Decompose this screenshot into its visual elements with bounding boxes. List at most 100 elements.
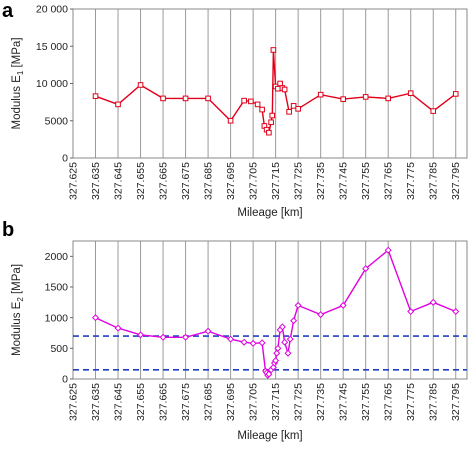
data-point bbox=[284, 349, 292, 357]
x-tick-label: 327.725 bbox=[293, 383, 305, 421]
panel-b-grid bbox=[72, 241, 457, 379]
x-tick-label: 327.645 bbox=[113, 162, 125, 200]
panel-b-reference-lines bbox=[73, 335, 467, 371]
data-point bbox=[241, 97, 247, 104]
y-tick-label: 500 bbox=[50, 343, 68, 355]
x-tick-label: 327.795 bbox=[450, 383, 462, 421]
data-point bbox=[295, 106, 301, 112]
data-point bbox=[274, 344, 282, 352]
x-tick-label: 327.715 bbox=[270, 162, 282, 200]
data-point bbox=[407, 90, 414, 96]
x-tick-label: 327.785 bbox=[428, 162, 440, 200]
data-point bbox=[317, 311, 325, 319]
x-tick-label: 327.725 bbox=[293, 162, 305, 200]
data-point bbox=[270, 47, 277, 53]
data-point bbox=[259, 106, 265, 113]
data-point bbox=[159, 333, 167, 341]
data-point bbox=[286, 335, 294, 343]
data-point bbox=[317, 91, 324, 98]
x-tick-label: 327.675 bbox=[180, 162, 192, 200]
data-point bbox=[430, 108, 437, 114]
data-point bbox=[204, 327, 212, 335]
x-tick-label: 327.635 bbox=[90, 162, 102, 200]
y-tick-label: 1500 bbox=[45, 282, 69, 294]
panel-a-y-ticks: 0 5000 10 000 15 000 20 000 bbox=[36, 4, 73, 165]
data-point bbox=[248, 98, 254, 105]
data-point bbox=[272, 357, 280, 365]
panel-a-letter: a bbox=[2, 0, 14, 22]
x-tick-label: 327.675 bbox=[180, 383, 192, 421]
x-tick-label: 327.735 bbox=[315, 162, 327, 200]
data-point bbox=[290, 103, 297, 109]
y-tick-label: 15 000 bbox=[36, 41, 68, 53]
panel-a-y-axis-label: Modulus E1 [MPa] bbox=[11, 37, 25, 129]
x-tick-label: 327.745 bbox=[338, 162, 350, 200]
panel-b: b 0 500 1000 1500 2000 327.625 327.635 327.645… bbox=[2, 219, 468, 442]
x-tick-label: 327.695 bbox=[225, 162, 237, 200]
y-tick-label: 10 000 bbox=[36, 78, 68, 90]
data-point bbox=[362, 265, 370, 273]
x-tick-label: 327.785 bbox=[428, 383, 440, 421]
panel-b-markers bbox=[92, 246, 460, 379]
data-point bbox=[452, 91, 459, 97]
data-point bbox=[281, 86, 288, 93]
data-point bbox=[182, 95, 189, 102]
data-point bbox=[227, 117, 234, 124]
data-point bbox=[286, 109, 292, 115]
x-tick-label: 327.655 bbox=[135, 162, 147, 200]
x-tick-label: 327.735 bbox=[315, 383, 327, 421]
data-point bbox=[114, 324, 122, 332]
data-point bbox=[407, 308, 415, 316]
data-point bbox=[137, 331, 145, 339]
data-point bbox=[269, 363, 277, 371]
x-tick-label: 327.755 bbox=[360, 383, 372, 421]
panel-a-markers bbox=[92, 47, 459, 136]
x-tick-label: 327.685 bbox=[203, 162, 215, 200]
panel-a-series-line bbox=[95, 49, 457, 135]
data-point bbox=[277, 80, 283, 87]
y-tick-label: 0 bbox=[62, 374, 68, 386]
data-point bbox=[182, 333, 190, 341]
y-tick-label: 0 bbox=[62, 153, 68, 165]
data-point bbox=[268, 119, 274, 126]
x-tick-label: 327.665 bbox=[158, 162, 170, 200]
x-tick-label: 327.775 bbox=[405, 383, 417, 421]
x-tick-label: 327.625 bbox=[68, 162, 80, 200]
data-point bbox=[137, 82, 144, 88]
y-tick-label: 5000 bbox=[45, 115, 69, 127]
x-tick-label: 327.695 bbox=[225, 383, 237, 421]
panel-b-y-ticks: 0 500 1000 1500 2000 bbox=[45, 251, 73, 386]
x-tick-label: 327.745 bbox=[338, 383, 350, 421]
data-point bbox=[115, 101, 121, 108]
data-point bbox=[160, 95, 166, 102]
data-point bbox=[429, 298, 437, 306]
panel-a: a 0 5000 10 000 15 000 20 000 327.625 327.635… bbox=[2, 0, 468, 219]
data-point bbox=[240, 338, 248, 346]
data-point bbox=[249, 339, 257, 347]
y-tick-label: 20 000 bbox=[36, 4, 68, 16]
panel-a-x-axis-label: Mileage [km] bbox=[237, 207, 302, 219]
panel-b-x-ticks: 327.625 327.635 327.645 327.655 327.665 327.6… bbox=[68, 383, 463, 421]
x-tick-label: 327.795 bbox=[450, 162, 462, 200]
y-tick-label: 1000 bbox=[45, 312, 69, 324]
x-tick-label: 327.665 bbox=[158, 383, 170, 421]
x-tick-label: 327.775 bbox=[405, 162, 417, 200]
panel-a-plot-frame bbox=[72, 8, 468, 159]
x-tick-label: 327.625 bbox=[68, 383, 80, 421]
data-point bbox=[290, 317, 298, 325]
data-point bbox=[385, 95, 391, 102]
panel-b-y-axis-label: Modulus E2 [MPa] bbox=[11, 264, 25, 356]
data-point bbox=[339, 301, 347, 309]
data-point bbox=[340, 96, 346, 102]
x-tick-label: 327.705 bbox=[248, 162, 260, 200]
data-point bbox=[275, 85, 281, 92]
panel-b-plot-frame bbox=[72, 240, 468, 380]
data-point bbox=[362, 94, 369, 100]
panel-b-x-axis-label: Mileage [km] bbox=[237, 430, 302, 442]
y-tick-label: 2000 bbox=[45, 251, 69, 263]
data-point bbox=[273, 349, 281, 357]
data-point bbox=[452, 308, 460, 316]
data-point bbox=[281, 338, 289, 346]
data-point bbox=[254, 101, 261, 108]
